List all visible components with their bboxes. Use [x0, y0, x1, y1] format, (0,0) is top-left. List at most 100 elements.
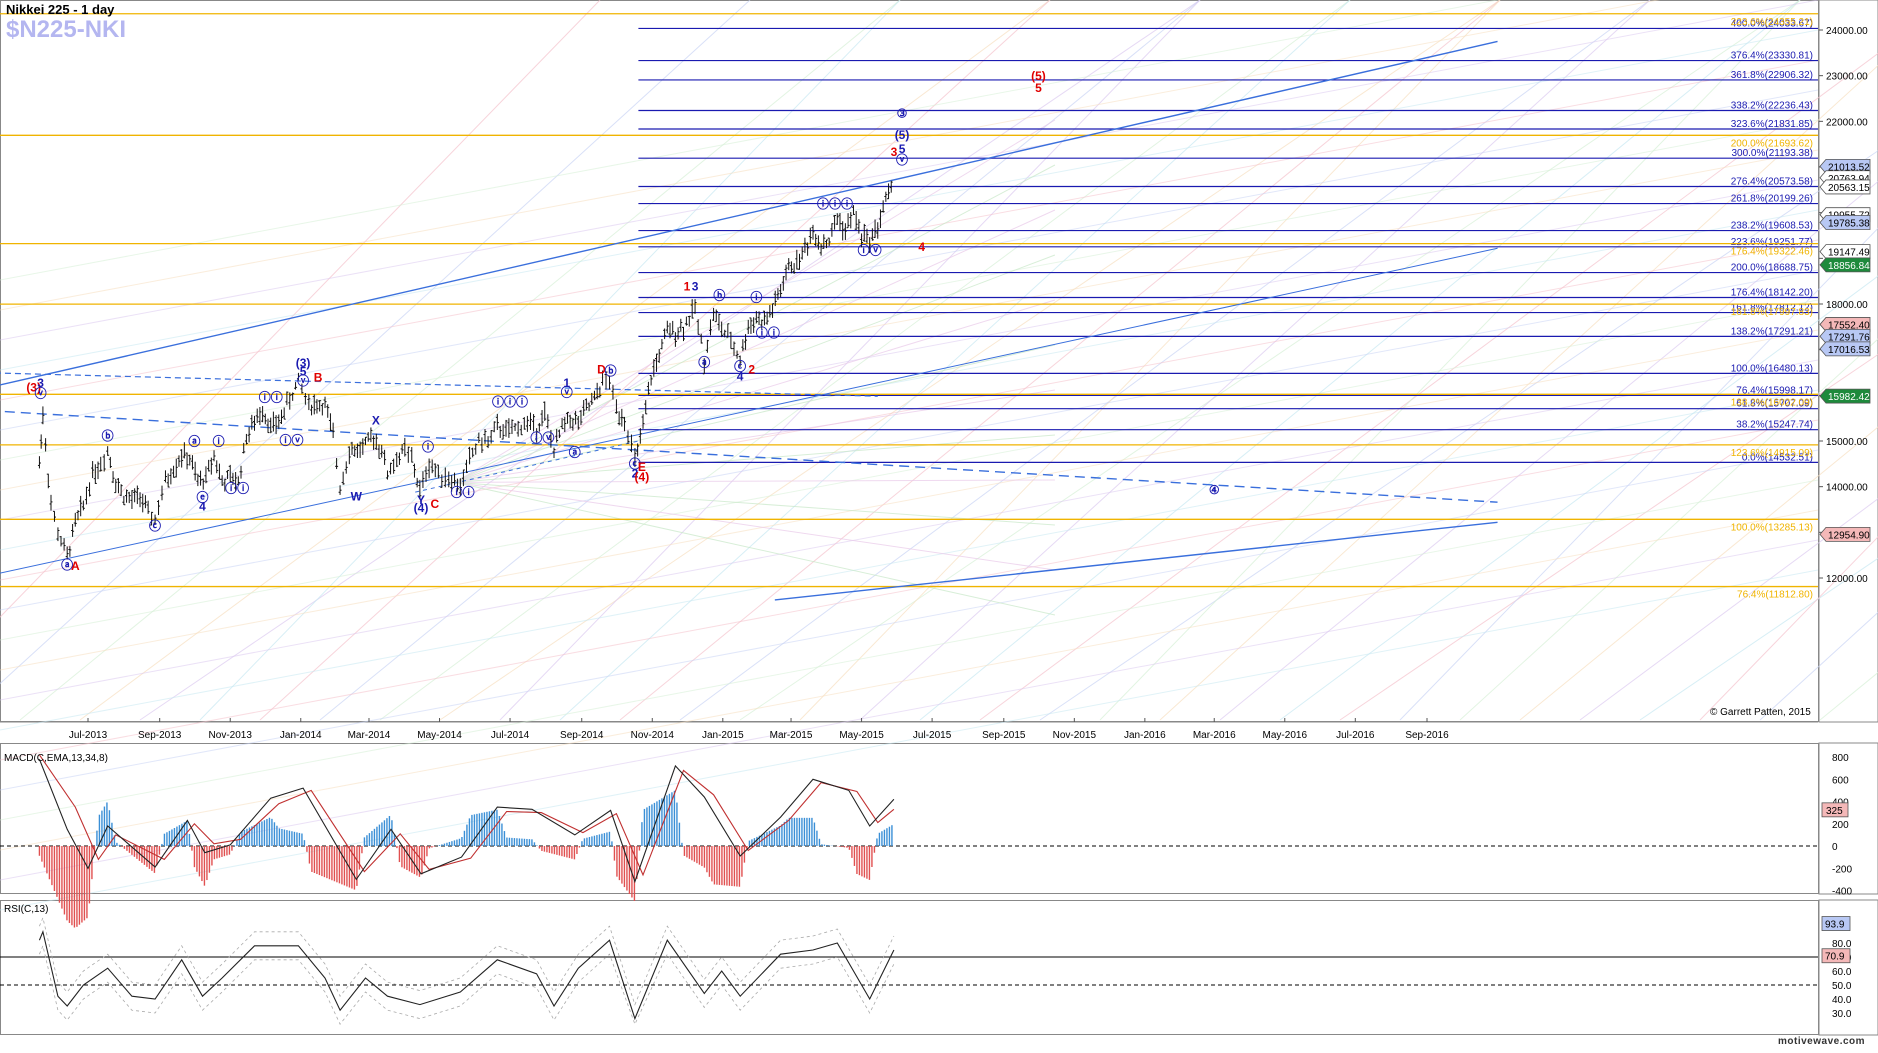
price-tag-label: 17016.53: [1828, 345, 1870, 356]
symbol-label: $N225-NKI: [6, 16, 127, 43]
background-fan-line: [0, 0, 601, 618]
y-tick-label: 15000.00: [1826, 437, 1868, 448]
wave-label: 5: [300, 365, 307, 379]
fib-level-label: 338.2%(22236.43): [1731, 101, 1813, 112]
fib-extension-label: 100.0%(13285.13): [1731, 522, 1813, 533]
wave-label: ⓘⓘ: [451, 484, 475, 499]
wave-label: ⓑ: [605, 363, 617, 378]
rsi-value-label: 70.9: [1825, 952, 1845, 963]
background-fan-line: [0, 389, 1819, 731]
rsi-value-label: 93.9: [1825, 920, 1845, 931]
price-tag-label: 20563.15: [1828, 183, 1870, 194]
wave-label: 3: [692, 279, 699, 293]
x-tick-label: Sep-2013: [138, 730, 182, 741]
background-fan-line: [0, 269, 1819, 611]
wave-label: 1: [563, 376, 570, 390]
background-fan-line: [199, 0, 901, 721]
wave-label: (3): [296, 356, 311, 370]
background-fan-line: [454, 209, 1056, 483]
fib-extension-label: 200.0%(21693.62): [1731, 138, 1813, 149]
wave-label: C: [431, 497, 440, 511]
background-fan-line: [0, 149, 1819, 491]
price-tag-label: 12954.90: [1828, 530, 1870, 541]
x-tick-label: Jan-2016: [1124, 730, 1166, 741]
price-tag: [1819, 244, 1871, 259]
background-fan-line: [0, 239, 1819, 581]
wave-label: ⓥ: [297, 373, 309, 388]
price-tag-label: 19147.49: [1828, 248, 1870, 259]
wave-label: ⓘⓥ: [280, 433, 304, 448]
wave-label: 4: [737, 369, 744, 383]
x-tick-label: Mar-2016: [1193, 730, 1236, 741]
background-fan-line: [1579, 498, 1878, 721]
x-tick-label: Mar-2015: [770, 730, 813, 741]
fib-level-label: 161.8%(17812.12): [1731, 303, 1813, 314]
wave-label: D: [597, 362, 606, 376]
wave-label: ⓑ: [102, 428, 114, 443]
wave-label: 4: [918, 240, 925, 254]
background-fan-line: [559, 0, 1351, 721]
macd-value-tag: [1821, 802, 1849, 818]
wave-label: 5: [899, 142, 906, 156]
fib-level-label: 138.2%(17291.21): [1731, 326, 1813, 337]
macd-value-label: 325: [1826, 806, 1843, 817]
background-fan-line: [454, 389, 1056, 483]
macd-axis[interactable]: [1818, 742, 1878, 895]
site-watermark: motivewave.com: [1778, 1036, 1866, 1047]
fib-level-label: 0.0%(14532.51): [1742, 452, 1813, 463]
price-tag-label: 19785.38: [1828, 218, 1870, 229]
wave-label: ⓥ: [35, 386, 47, 401]
upper-parallel-line: [0, 247, 1498, 574]
wave-label: (3): [26, 381, 41, 395]
copyright-text: © Garrett Patten, 2015: [1710, 707, 1811, 718]
wave-label: W: [351, 489, 363, 503]
wave-label: 2: [632, 467, 639, 481]
wave-label: (5): [895, 128, 910, 142]
wave-label: ⓐ: [698, 355, 710, 370]
rsi-y-label: 50.0: [1832, 981, 1852, 992]
wave-label: (5): [1031, 69, 1046, 83]
x-tick-label: Jan-2015: [702, 730, 744, 741]
fib-level-label: 238.2%(19608.53): [1731, 221, 1813, 232]
rsi-value-tag: [1821, 916, 1851, 931]
fib-extension-label: 223.6%(24355.21): [1731, 17, 1813, 28]
x-tick-label: Jul-2016: [1336, 730, 1375, 741]
x-tick-label: Jan-2014: [280, 730, 322, 741]
wave-label: ③: [897, 107, 908, 121]
macd-y-label: 0: [1832, 842, 1838, 853]
fib-extension-label: 138.2%(16022.09): [1731, 397, 1813, 408]
lower-trend-line: [774, 521, 1498, 601]
background-fan-line: [0, 119, 1819, 461]
background-fan-line: [379, 0, 1351, 721]
background-fan-line: [454, 481, 1056, 571]
wave-label: ⓘ: [750, 290, 762, 305]
wave-label: ⓒ: [734, 359, 746, 374]
x-tick-label: Sep-2015: [982, 730, 1026, 741]
y-tick-label: 12000.00: [1826, 574, 1868, 585]
fib-extension-label: 176.4%(19322.46): [1731, 247, 1813, 258]
rsi-y-label: 80.0: [1832, 939, 1852, 950]
background-fan-line: [0, 29, 1819, 371]
price-tag: [1819, 215, 1871, 230]
dashed-wedge-line: [415, 440, 639, 493]
price-tag-label: 17291.76: [1828, 332, 1870, 343]
macd-y-label: 800: [1832, 753, 1849, 764]
fib-level-label: 300.0%(21193.38): [1731, 148, 1813, 159]
x-tick-label: Sep-2016: [1405, 730, 1449, 741]
macd-y-label: -400: [1832, 887, 1852, 898]
chart-title: Nikkei 225 - 1 day: [6, 2, 115, 17]
background-fan-line: [619, 0, 1501, 721]
wave-label: ⓘⓘⓘ: [817, 196, 853, 211]
x-tick-label: May-2015: [839, 730, 884, 741]
wave-label: ⓑ: [713, 287, 725, 302]
background-fan-line: [1099, 0, 1801, 721]
price-tag: [1819, 257, 1871, 273]
background-fan-line: [454, 481, 1055, 526]
background-fan-line: [0, 569, 1819, 911]
price-tag: [1819, 388, 1871, 404]
rsi-line: [38, 930, 895, 1021]
wave-label: (4): [635, 470, 650, 484]
background-fan-line: [0, 539, 1819, 881]
rsi-value-tag: [1821, 948, 1851, 964]
